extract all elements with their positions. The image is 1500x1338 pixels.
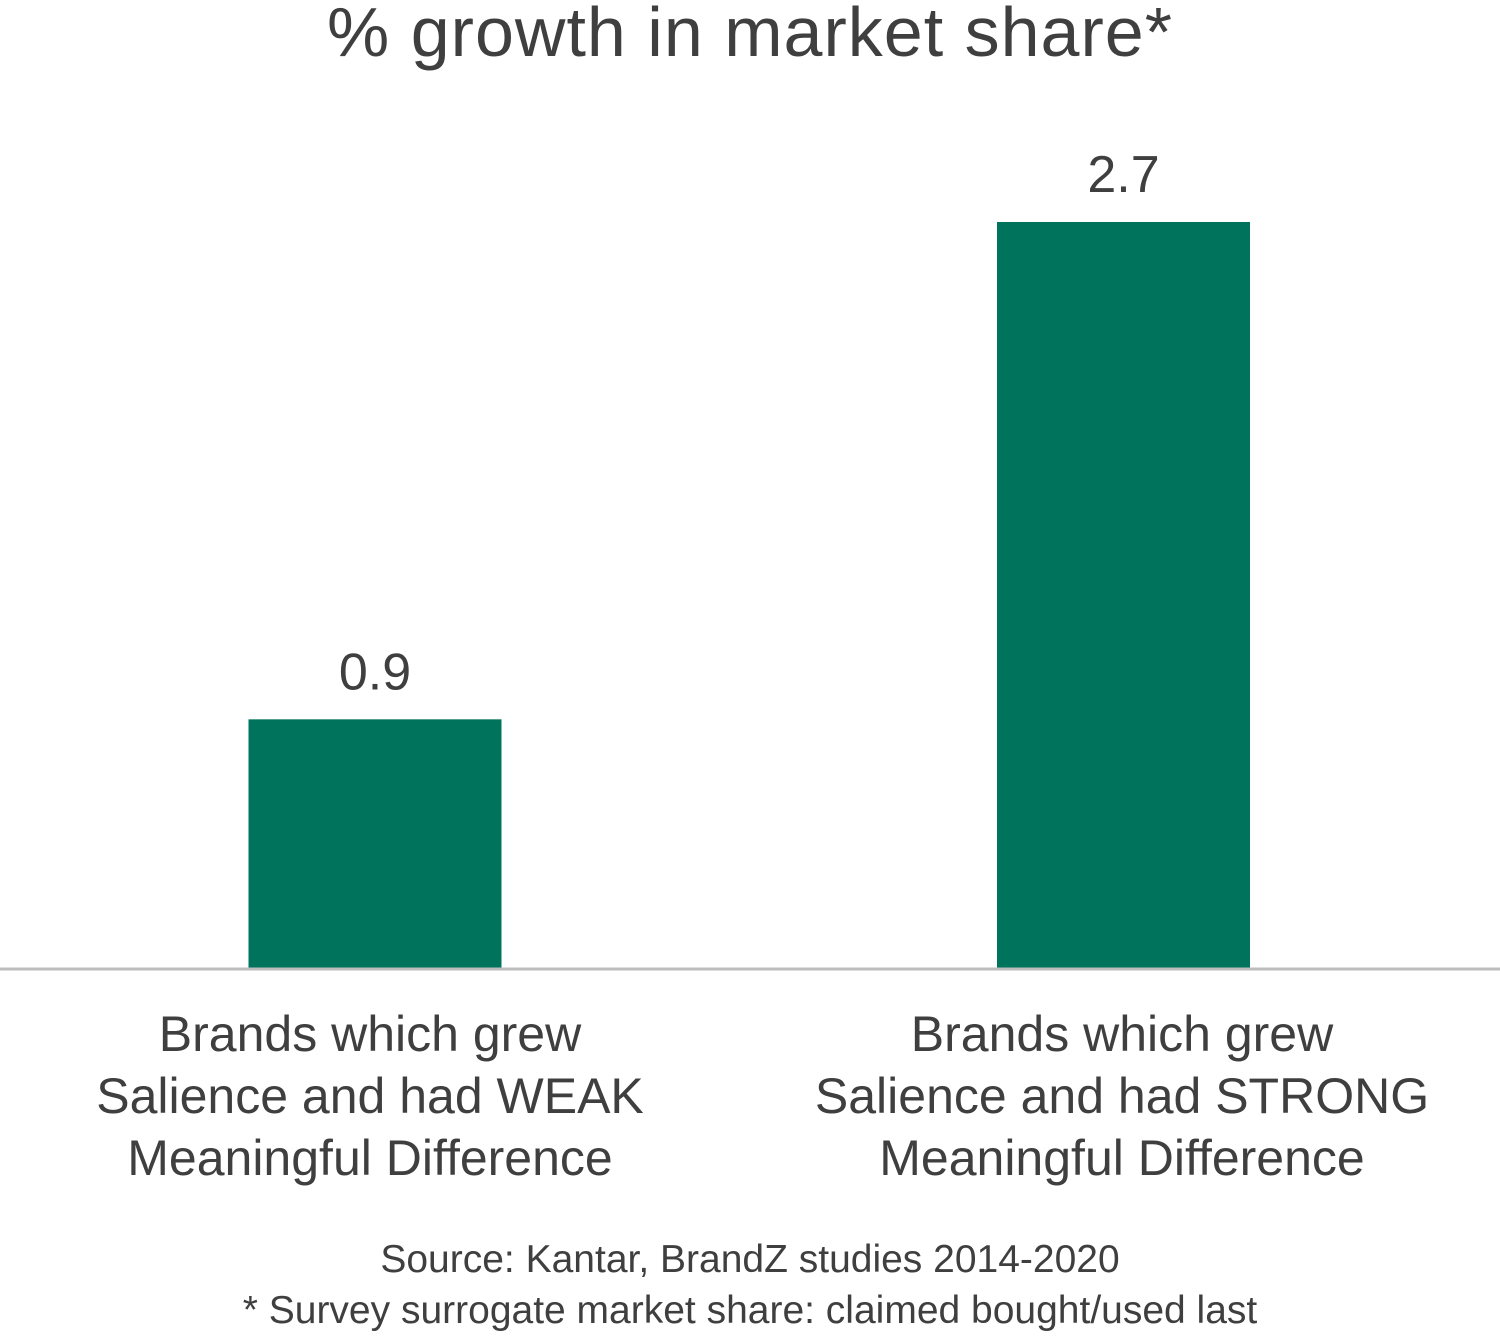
category-label-line: Meaningful Difference	[127, 1130, 613, 1186]
category-label-weak: Brands which grew Salience and had WEAK …	[50, 1003, 690, 1189]
data-label: 2.7	[1087, 146, 1159, 204]
category-label-line: Brands which grew	[158, 1006, 582, 1062]
data-label: 0.9	[339, 643, 411, 701]
category-label-line: Salience and had WEAK	[96, 1068, 644, 1124]
category-label-line: Meaningful Difference	[879, 1130, 1365, 1186]
source-note: Source: Kantar, BrandZ studies 2014-2020	[380, 1238, 1120, 1281]
bar	[997, 222, 1250, 968]
bar-chart: 0.9 2.7	[0, 146, 1500, 971]
chart-title: % growth in market share*	[327, 0, 1173, 71]
footnote: * Survey surrogate market share: claimed…	[242, 1289, 1258, 1332]
category-label-strong: Brands which grew Salience and had STRON…	[802, 1003, 1442, 1189]
bar	[248, 719, 502, 968]
category-label-line: Brands which grew	[910, 1006, 1334, 1062]
category-label-line: Salience and had STRONG	[814, 1068, 1430, 1124]
